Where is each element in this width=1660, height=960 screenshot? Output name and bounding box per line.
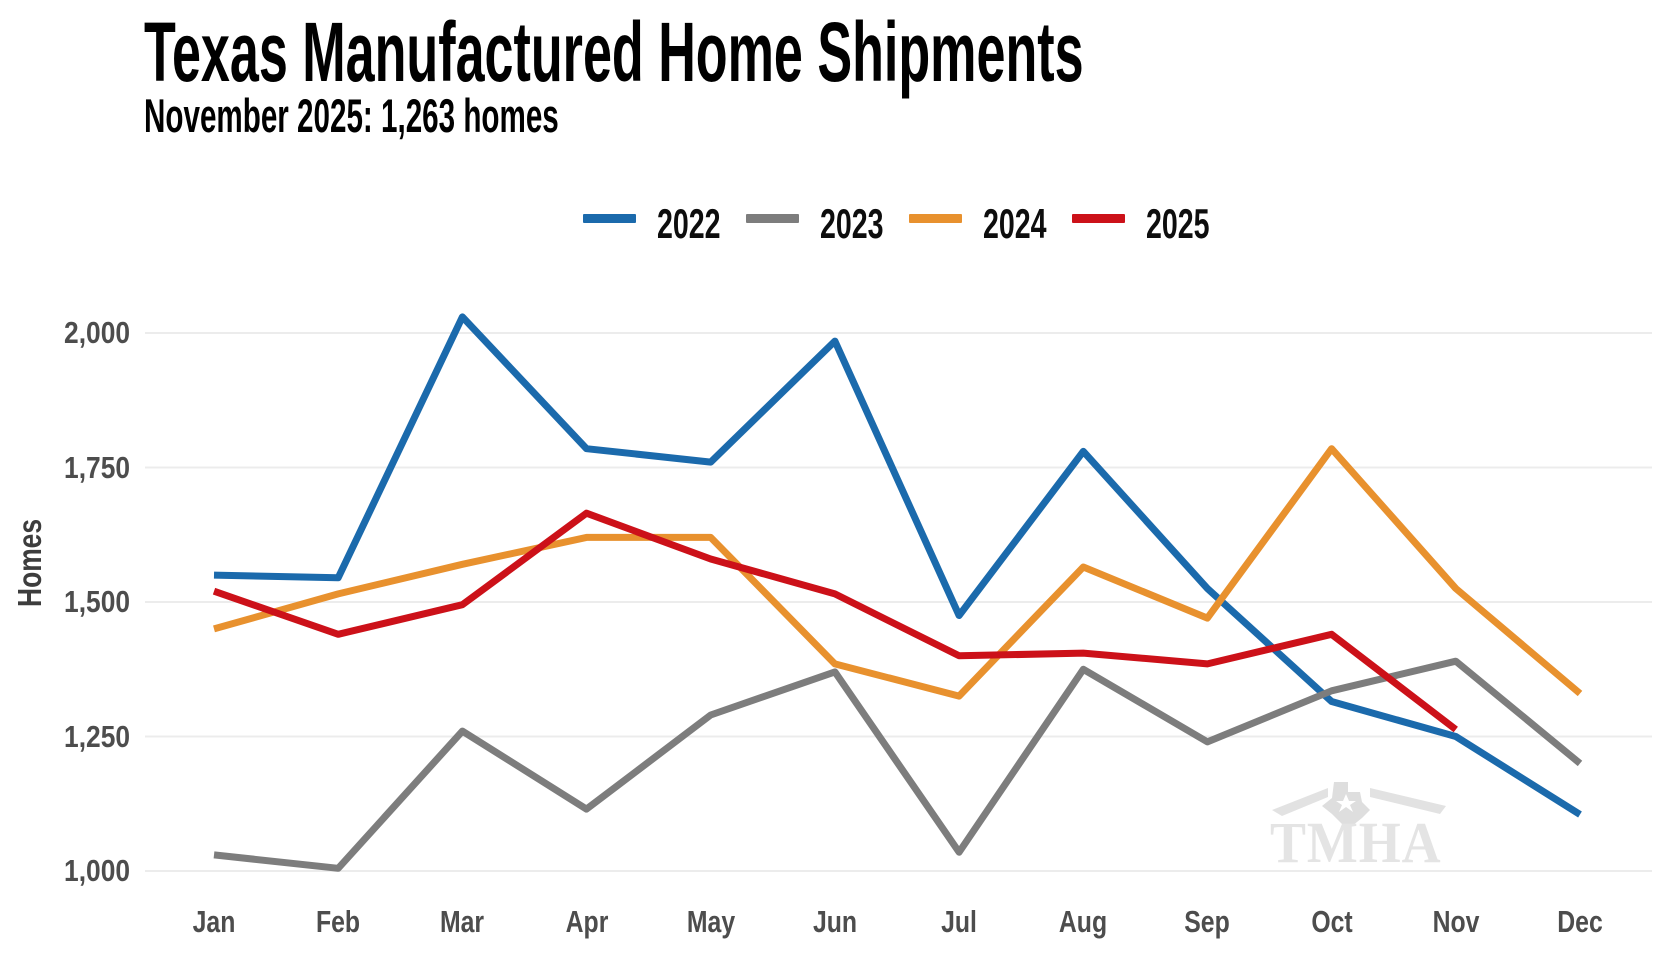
page-title: Texas Manufactured Home Shipments [144,5,1084,99]
legend-swatch-2022 [583,214,636,223]
x-tick-label: Apr [565,904,608,939]
x-tick-label: Jul [941,904,977,939]
star-icon [1336,794,1356,812]
series-line-2025 [212,509,1458,733]
chart-subtitle: November 2025: 1,263 homes [144,89,559,142]
x-tick-label: Mar [440,904,485,939]
legend-swatch-2023 [746,214,799,223]
x-tick-label: Jun [812,904,857,939]
x-tick-label: Dec [1557,904,1603,939]
legend-swatch-2025 [1072,214,1125,223]
series-line-2023 [213,657,1583,872]
legend-label-2022: 2022 [657,200,721,247]
legend-label-2024: 2024 [983,200,1047,247]
y-tick-label: 1,750 [64,449,130,485]
legend-label-2025: 2025 [1146,200,1210,247]
x-tick-label: Oct [1310,904,1353,939]
series-line-2022 [213,313,1582,818]
x-tick-label: Feb [316,904,361,939]
y-tick-label: 1,000 [64,853,130,888]
x-tick-label: Sep [1184,904,1231,939]
tmha-logo-emblem [1272,782,1446,826]
y-tick-label: 1,500 [64,584,130,619]
tmha-watermark-text: TMHA [1270,810,1442,875]
legend-swatch-2024 [909,214,962,223]
tmha-watermark: TMHA [1270,780,1450,872]
x-tick-label: Nov [1432,904,1480,939]
y-tick-label: 2,000 [64,315,130,350]
legend-label-2023: 2023 [820,200,884,247]
x-tick-label: May [686,904,735,939]
y-tick-label: 1,250 [64,718,130,754]
series-line-2024 [213,445,1583,700]
x-tick-label: Aug [1059,904,1108,939]
x-tick-label: Jan [192,904,236,939]
